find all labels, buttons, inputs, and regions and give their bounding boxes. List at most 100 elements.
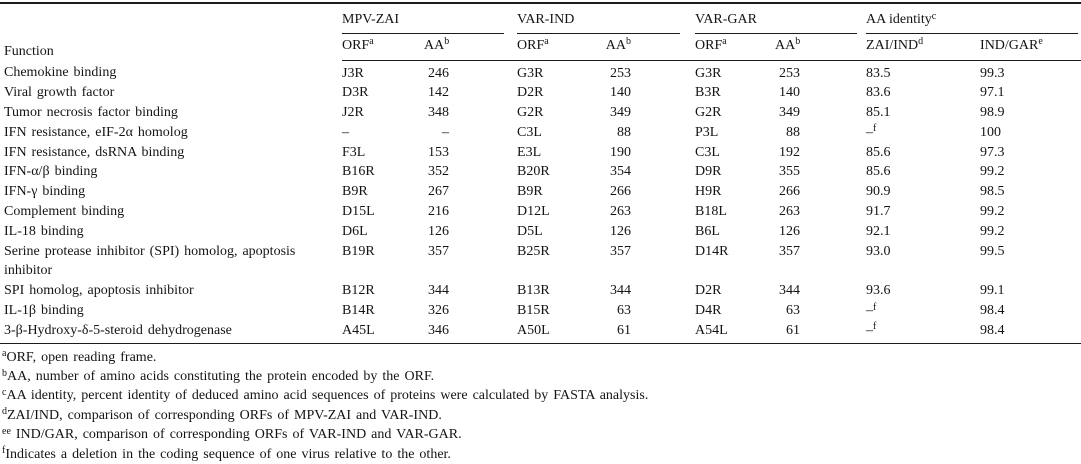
- cell-ind-orf: D2R: [517, 85, 544, 101]
- sub-label: AA: [605, 37, 627, 53]
- table-row: IL-18 binding D6L 126 D5L 126 B6L 126 92…: [0, 222, 1081, 242]
- footnote-text: Indicates a deletion in the coding seque…: [5, 446, 451, 462]
- zai-ind-value: 93.6: [866, 283, 891, 299]
- cell-mpv-orf: A45L: [342, 322, 375, 338]
- column-header-gar-aa: AAb: [775, 34, 867, 61]
- cell-zai-ind: 85.1: [866, 103, 980, 123]
- column-header-mpv-aa: AAb: [424, 34, 518, 61]
- group-header-row: Function MPV-ZAI VAR-IND VAR-GAR AA iden…: [0, 3, 1081, 59]
- cell-mpv-aa: 326: [428, 303, 450, 319]
- group-label: VAR-GAR: [695, 12, 757, 27]
- footnote-c: cAA identity, percent identity of deduce…: [2, 386, 1081, 405]
- cell-mpv-aa: 153: [428, 144, 450, 160]
- cell-function: IFN resistance, dsRNA binding: [4, 144, 185, 160]
- footnote-d: dZAI/IND, comparison of corresponding OR…: [2, 406, 1081, 425]
- group-header-var-gar: VAR-GAR: [695, 3, 866, 34]
- cell-gar-orf: D2R: [695, 283, 722, 299]
- cell-ind-orf: E3L: [517, 144, 542, 160]
- cell-mpv-orf: –: [342, 124, 349, 140]
- table-row: Serine protease inhibitor (SPI) homolog,…: [0, 242, 1081, 282]
- group-header-mpv-zai: MPV-ZAI: [342, 3, 517, 34]
- cell-mpv-aa: 216: [428, 204, 450, 220]
- sub-label: AA: [775, 37, 796, 53]
- cell-gar-aa: 266: [779, 184, 801, 200]
- cell-mpv-aa: –: [442, 124, 450, 140]
- cell-gar-orf: B3R: [695, 85, 721, 101]
- cell-ind-gar: 97.3: [980, 144, 1005, 160]
- cell-mpv-aa: 346: [428, 322, 450, 338]
- cell-function: SPI homolog, apoptosis inhibitor: [4, 283, 194, 299]
- cell-ind-gar: 97.1: [980, 85, 1005, 101]
- cell-gar-aa: 349: [779, 105, 801, 121]
- cell-gar-orf: A54L: [695, 322, 728, 338]
- footnote-marker-f: f: [873, 321, 877, 333]
- cell-mpv-orf: D6L: [342, 223, 368, 239]
- footnote-marker-e: ee: [2, 425, 11, 437]
- cell-zai-ind: 92.1: [866, 222, 980, 242]
- cell-mpv-orf: B14R: [342, 303, 375, 319]
- table-row: Chemokine binding J3R 246 G3R 253 G3R 25…: [0, 60, 1081, 83]
- table-footnotes: aORF, open reading frame. bAA, number of…: [0, 344, 1081, 464]
- cell-function: IL-18 binding: [4, 223, 84, 239]
- column-header-function: Function: [4, 44, 54, 59]
- cell-ind-aa: 357: [610, 243, 632, 259]
- table-row: IFN-α/β binding B16R 352 B20R 354 D9R 35…: [0, 162, 1081, 182]
- cell-gar-orf: H9R: [695, 184, 722, 200]
- cell-gar-aa: 140: [779, 85, 801, 101]
- column-header-ind-gar: IND/GARe: [980, 34, 1081, 61]
- footnote-marker-f: f: [873, 301, 877, 313]
- cell-ind-aa: 354: [610, 164, 632, 180]
- column-header-ind-orf: ORFa: [517, 34, 601, 61]
- cell-gar-aa: 192: [779, 144, 801, 160]
- cell-mpv-aa: 267: [428, 184, 450, 200]
- cell-mpv-orf: J2R: [342, 105, 364, 121]
- sub-label: ORF: [517, 37, 545, 53]
- sub-label: IND/GAR: [980, 37, 1039, 53]
- column-header-zai-ind: ZAI/INDd: [866, 34, 981, 61]
- cell-ind-aa: 190: [610, 144, 632, 160]
- column-header-gar-orf: ORFa: [695, 34, 776, 61]
- cell-ind-aa: 349: [610, 105, 632, 121]
- table-row: SPI homolog, apoptosis inhibitor B12R 34…: [0, 281, 1081, 301]
- cell-zai-ind: 91.7: [866, 202, 980, 222]
- table-row: IFN resistance, dsRNA binding F3L 153 E3…: [0, 143, 1081, 163]
- cell-ind-orf: C3L: [517, 124, 542, 140]
- cell-ind-orf: B13R: [517, 283, 550, 299]
- group-label: AA identity: [866, 12, 932, 27]
- zai-ind-value: 85.6: [866, 144, 891, 160]
- cell-gar-orf: P3L: [695, 124, 719, 140]
- cell-function: IL-1β binding: [4, 303, 84, 319]
- cell-gar-orf: G3R: [695, 65, 722, 81]
- footnote-text: ZAI/IND, comparison of corresponding ORF…: [7, 407, 442, 423]
- cell-ind-aa: 266: [610, 184, 632, 200]
- zai-ind-value: –: [866, 124, 874, 140]
- cell-function: IFN resistance, eIF-2α homolog: [4, 124, 188, 140]
- sub-label: ORF: [342, 37, 370, 53]
- cell-gar-aa: 344: [779, 283, 801, 299]
- footnote-e: ee IND/GAR, comparison of corresponding …: [2, 425, 1081, 444]
- cell-zai-ind: –f: [866, 321, 980, 343]
- cell-ind-gar: 98.5: [980, 184, 1005, 200]
- cell-zai-ind: –f: [866, 123, 980, 143]
- footnote-f: fIndicates a deletion in the coding sequ…: [2, 445, 1081, 464]
- footnote-marker-a: a: [722, 36, 727, 48]
- zai-ind-value: 93.0: [866, 243, 891, 259]
- footnote-marker-c: c: [931, 10, 937, 22]
- column-header-ind-aa: AAb: [600, 34, 696, 61]
- table-row: Tumor necrosis factor binding J2R 348 G2…: [0, 103, 1081, 123]
- cell-gar-aa: 263: [779, 204, 801, 220]
- cell-mpv-aa: 352: [428, 164, 450, 180]
- cell-ind-aa: 263: [610, 204, 632, 220]
- cell-gar-orf: D9R: [695, 164, 722, 180]
- group-header-var-ind: VAR-IND: [517, 3, 695, 34]
- footnote-marker-a: a: [369, 36, 374, 48]
- footnote-marker-a: a: [2, 348, 7, 360]
- zai-ind-value: –: [866, 303, 874, 319]
- cell-ind-orf: G3R: [517, 65, 544, 81]
- cell-gar-orf: D4R: [695, 303, 722, 319]
- cell-ind-gar: 99.2: [980, 223, 1005, 239]
- footnote-marker-b: b: [626, 36, 632, 48]
- cell-function: Complement binding: [4, 204, 125, 220]
- footnote-text: AA, number of amino acids constituting t…: [7, 369, 435, 385]
- cell-mpv-aa: 344: [428, 283, 450, 299]
